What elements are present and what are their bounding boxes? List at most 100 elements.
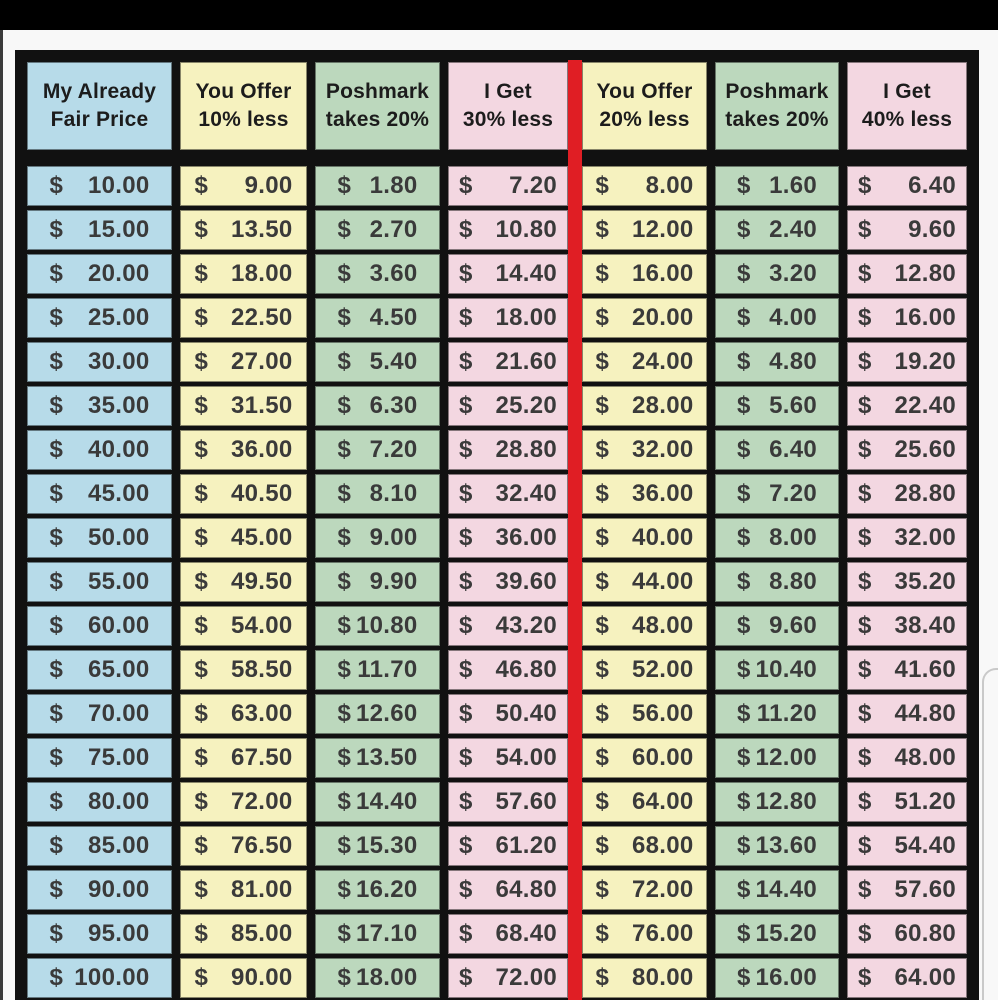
price-cell: $4.00	[715, 298, 839, 338]
price-cell: $75.00	[27, 738, 172, 778]
currency-symbol: $	[858, 348, 872, 375]
price-value: 18.00	[355, 964, 418, 991]
price-value: 60.00	[87, 612, 150, 639]
currency-symbol: $	[858, 788, 872, 815]
header-cell: Poshmark takes 20%	[315, 62, 440, 150]
table-header-row: My Already Fair Price You Offer 10% less Pos…	[27, 62, 967, 150]
price-value: 41.60	[894, 656, 956, 683]
price-value: 28.00	[631, 392, 694, 419]
header-line1: You Offer	[596, 80, 693, 103]
table-row: $90.00 $81.00 $16.20 $64.80 $72.00 $14.40 $57.…	[27, 870, 967, 910]
currency-symbol: $	[337, 392, 352, 419]
currency-symbol: $	[737, 832, 751, 859]
price-cell: $13.60	[715, 826, 839, 866]
price-cell: $18.00	[180, 254, 307, 294]
currency-symbol: $	[459, 260, 473, 287]
price-cell: $6.40	[847, 166, 967, 206]
price-value: 16.00	[631, 260, 694, 287]
table-body: $10.00 $9.00 $1.80 $7.20 $8.00 $1.60 $6.40 $15.…	[27, 166, 967, 998]
currency-symbol: $	[858, 612, 872, 639]
price-cell: $7.20	[715, 474, 839, 514]
price-value: 21.60	[495, 348, 557, 375]
price-cell: $64.80	[448, 870, 568, 910]
price-value: 64.00	[894, 964, 956, 991]
price-cell: $54.00	[180, 606, 307, 646]
price-value: 54.00	[230, 612, 293, 639]
price-cell: $8.00	[582, 166, 707, 206]
price-cell: $60.80	[847, 914, 967, 954]
currency-symbol: $	[337, 480, 352, 507]
price-value: 7.20	[769, 480, 817, 507]
currency-symbol: $	[858, 260, 872, 287]
price-value: 20.00	[87, 260, 150, 287]
currency-symbol: $	[459, 920, 473, 947]
currency-symbol: $	[49, 920, 64, 947]
price-value: 57.60	[495, 788, 557, 815]
price-cell: $35.20	[847, 562, 967, 602]
price-cell: $72.00	[180, 782, 307, 822]
price-value: 12.00	[631, 216, 694, 243]
currency-symbol: $	[49, 392, 64, 419]
price-cell: $40.00	[582, 518, 707, 558]
currency-symbol: $	[737, 612, 751, 639]
price-cell: $52.00	[582, 650, 707, 690]
price-cell: $85.00	[180, 914, 307, 954]
currency-symbol: $	[459, 568, 473, 595]
header-line1: You Offer	[195, 80, 292, 103]
currency-symbol: $	[459, 832, 473, 859]
price-cell: $57.60	[847, 870, 967, 910]
price-cell: $48.00	[582, 606, 707, 646]
price-cell: $39.60	[448, 562, 568, 602]
price-cell: $28.80	[448, 430, 568, 470]
currency-symbol: $	[49, 260, 64, 287]
price-value: 13.50	[355, 744, 418, 771]
price-cell: $28.80	[847, 474, 967, 514]
header-cell: You Offer 20% less	[582, 62, 707, 150]
price-value: 9.60	[769, 612, 817, 639]
price-value: 14.40	[355, 788, 418, 815]
currency-symbol: $	[337, 304, 352, 331]
price-cell: $54.00	[448, 738, 568, 778]
currency-symbol: $	[595, 656, 610, 683]
currency-symbol: $	[194, 788, 209, 815]
currency-symbol: $	[49, 348, 64, 375]
currency-symbol: $	[858, 524, 872, 551]
currency-symbol: $	[194, 172, 209, 199]
header-line1: Poshmark	[725, 80, 829, 103]
currency-symbol: $	[459, 612, 473, 639]
top-black-band	[0, 0, 998, 30]
price-cell: $31.50	[180, 386, 307, 426]
currency-symbol: $	[459, 392, 473, 419]
price-cell: $81.00	[180, 870, 307, 910]
price-value: 32.00	[631, 436, 694, 463]
price-cell: $56.00	[582, 694, 707, 734]
currency-symbol: $	[858, 964, 872, 991]
price-value: 16.20	[355, 876, 418, 903]
currency-symbol: $	[737, 172, 751, 199]
price-cell: $38.40	[847, 606, 967, 646]
price-cell: $44.80	[847, 694, 967, 734]
price-value: 35.00	[87, 392, 150, 419]
price-cell: $5.60	[715, 386, 839, 426]
price-value: 64.00	[631, 788, 694, 815]
price-value: 12.80	[894, 260, 956, 287]
currency-symbol: $	[858, 876, 872, 903]
price-cell: $50.40	[448, 694, 568, 734]
price-cell: $14.40	[715, 870, 839, 910]
currency-symbol: $	[194, 348, 209, 375]
currency-symbol: $	[595, 964, 610, 991]
price-value: 43.20	[495, 612, 557, 639]
price-value: 90.00	[87, 876, 150, 903]
price-value: 30.00	[87, 348, 150, 375]
header-line2: takes 20%	[325, 108, 430, 131]
price-value: 72.00	[495, 964, 557, 991]
price-value: 15.30	[355, 832, 418, 859]
price-cell: $12.80	[715, 782, 839, 822]
price-cell: $9.60	[847, 210, 967, 250]
price-cell: $57.60	[448, 782, 568, 822]
price-value: 7.20	[509, 172, 557, 199]
price-cell: $18.00	[315, 958, 440, 998]
price-cell: $15.20	[715, 914, 839, 954]
currency-symbol: $	[595, 744, 610, 771]
